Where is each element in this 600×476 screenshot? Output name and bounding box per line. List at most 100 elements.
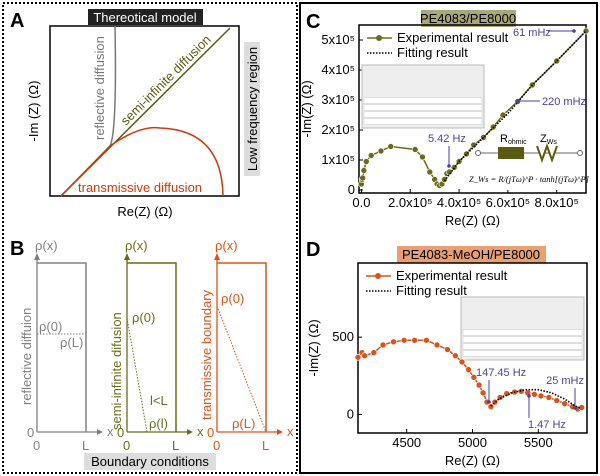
L-label: L [172,438,179,453]
frequency-annotation: 1.47 Hz [528,419,566,431]
left-dotted-frame [2,2,298,474]
x-tick-label: 5500 [524,435,553,450]
x-axis-label: x [197,424,204,439]
experimental-point [444,346,451,353]
fitting-line [490,388,581,410]
legend-fitting-label: Fitting result [396,283,467,298]
y-tick-label: 2x10⁵ [321,122,355,137]
panel-c-title: PE4083/PE8000 [420,11,516,26]
warburg-equation: Z_Ws = R/(jTω)^P · tanh[(jTω)^P] [469,174,589,184]
experimental-point [480,134,487,141]
panel-d-title: PE4083-MeOH/PE8000 [402,247,540,262]
experimental-point [379,341,387,349]
x-axis-arrow-icon [97,429,103,435]
experimental-point [433,341,441,349]
experimental-point [450,164,458,171]
warburg-element-icon [536,143,558,163]
experimental-point [470,374,478,381]
resistor-icon [498,147,524,159]
y-tick-label: 1x10⁵ [321,152,355,167]
x-tick-label: 8.0x10⁵ [534,195,578,210]
frequency-annotation: 25 mHz [546,375,584,387]
reflective-curve [60,25,117,197]
x-axis-label: Re(Z) (Ω) [445,453,500,468]
x-axis-arrow-icon [277,429,283,435]
panel-a-plot-frame [49,25,240,197]
x-axis-arrow-icon [187,429,193,435]
l-less-L-label: l<L [150,393,168,408]
warburg-subscript: Ws [547,139,558,146]
x-tick-label: 4500 [392,435,421,450]
rhol-label: ρ(l) [149,416,168,431]
arrow-head-icon [573,406,577,410]
y-zero-label: 0 [27,425,34,440]
panel-c-title-bg [421,10,516,27]
experimental-point [446,168,453,176]
experimental-point [354,353,362,361]
panel-d-letter: D [306,239,320,261]
y-tick-label: 0 [347,406,354,421]
legend-experimental-marker [376,35,382,41]
inset-table-row [462,343,583,350]
rhoL-label: ρ(L) [232,416,255,431]
experimental-point [360,167,368,174]
inset-table-row [462,336,583,343]
legend-experimental-label: Experimental result [397,30,509,45]
experimental-point [537,392,545,400]
y-zero-label: 0 [207,425,214,440]
x-axis-label: x [287,424,294,439]
panel-c-letter: C [306,11,320,33]
rhoL-label: ρ(L) [60,335,83,350]
y-tick-label: 4x10⁵ [321,62,355,77]
experimental-point [487,403,495,411]
y-axis-arrow-icon [124,253,130,260]
inset-table-row [462,329,583,336]
x-axis-label: x [107,424,114,439]
panel-d-title-bg [397,246,546,263]
chart-c: 0.0 2.0x10⁵ 4.0x10⁵ 6.0x10⁵ 8.0x10⁵ 0 1x10⁵ 2x1… [299,24,590,228]
resistor-subscript: ohmic [508,139,527,146]
panel-a-xlabel: Re(Z) (Ω) [117,204,172,219]
y-tick-label: 3x10⁵ [321,92,355,107]
boundary-label: reflective diffuion [19,308,34,405]
arrow-head-icon [447,164,451,168]
y-zero-label: 0 [117,425,124,440]
y-tick-label: 500 [332,329,354,344]
origin-label: 0 [33,438,40,453]
boundary-label: semi-infinite difusion [109,312,124,430]
equation-bg [474,166,585,190]
profile-line [126,317,148,433]
frequency-annotation: 5.42 Hz [428,133,466,145]
y-tick-label: 0 [348,182,355,197]
inset-table-row [363,111,483,118]
experimental-point [359,174,366,182]
x-tick-label: 6.0x10⁵ [486,195,530,210]
experimental-point [470,141,478,149]
experimental-point [491,398,499,406]
experimental-point [361,352,368,360]
resistor-label: Rohmic [500,133,527,146]
y-tick-label: 5x10⁵ [321,32,355,47]
experimental-point [423,336,430,344]
plot-frame [358,24,587,194]
experimental-point [458,358,466,366]
experimental-point [411,146,419,153]
boundary-box [127,262,177,432]
experimental-point [363,158,370,165]
legend-experimental-label: Experimental result [396,268,508,283]
terminal-icon [577,150,583,156]
inset-table-row [363,118,483,125]
side-label-bg [244,42,260,176]
y-axis-label: -Im(Z) (Ω) [306,319,321,376]
experimental-point [377,147,385,155]
origin-label: 0 [123,438,130,453]
rho0-label: ρ(0) [132,310,155,325]
legend-fitting-label: Fitting result [397,45,468,60]
y-axis-arrow-icon [214,253,220,260]
experimental-point [582,27,590,35]
transmissive-label: transmissive diffusion [78,180,202,195]
inset-table-row [363,104,483,111]
side-label: Low frequency region [245,47,260,171]
right-frame [299,2,598,474]
